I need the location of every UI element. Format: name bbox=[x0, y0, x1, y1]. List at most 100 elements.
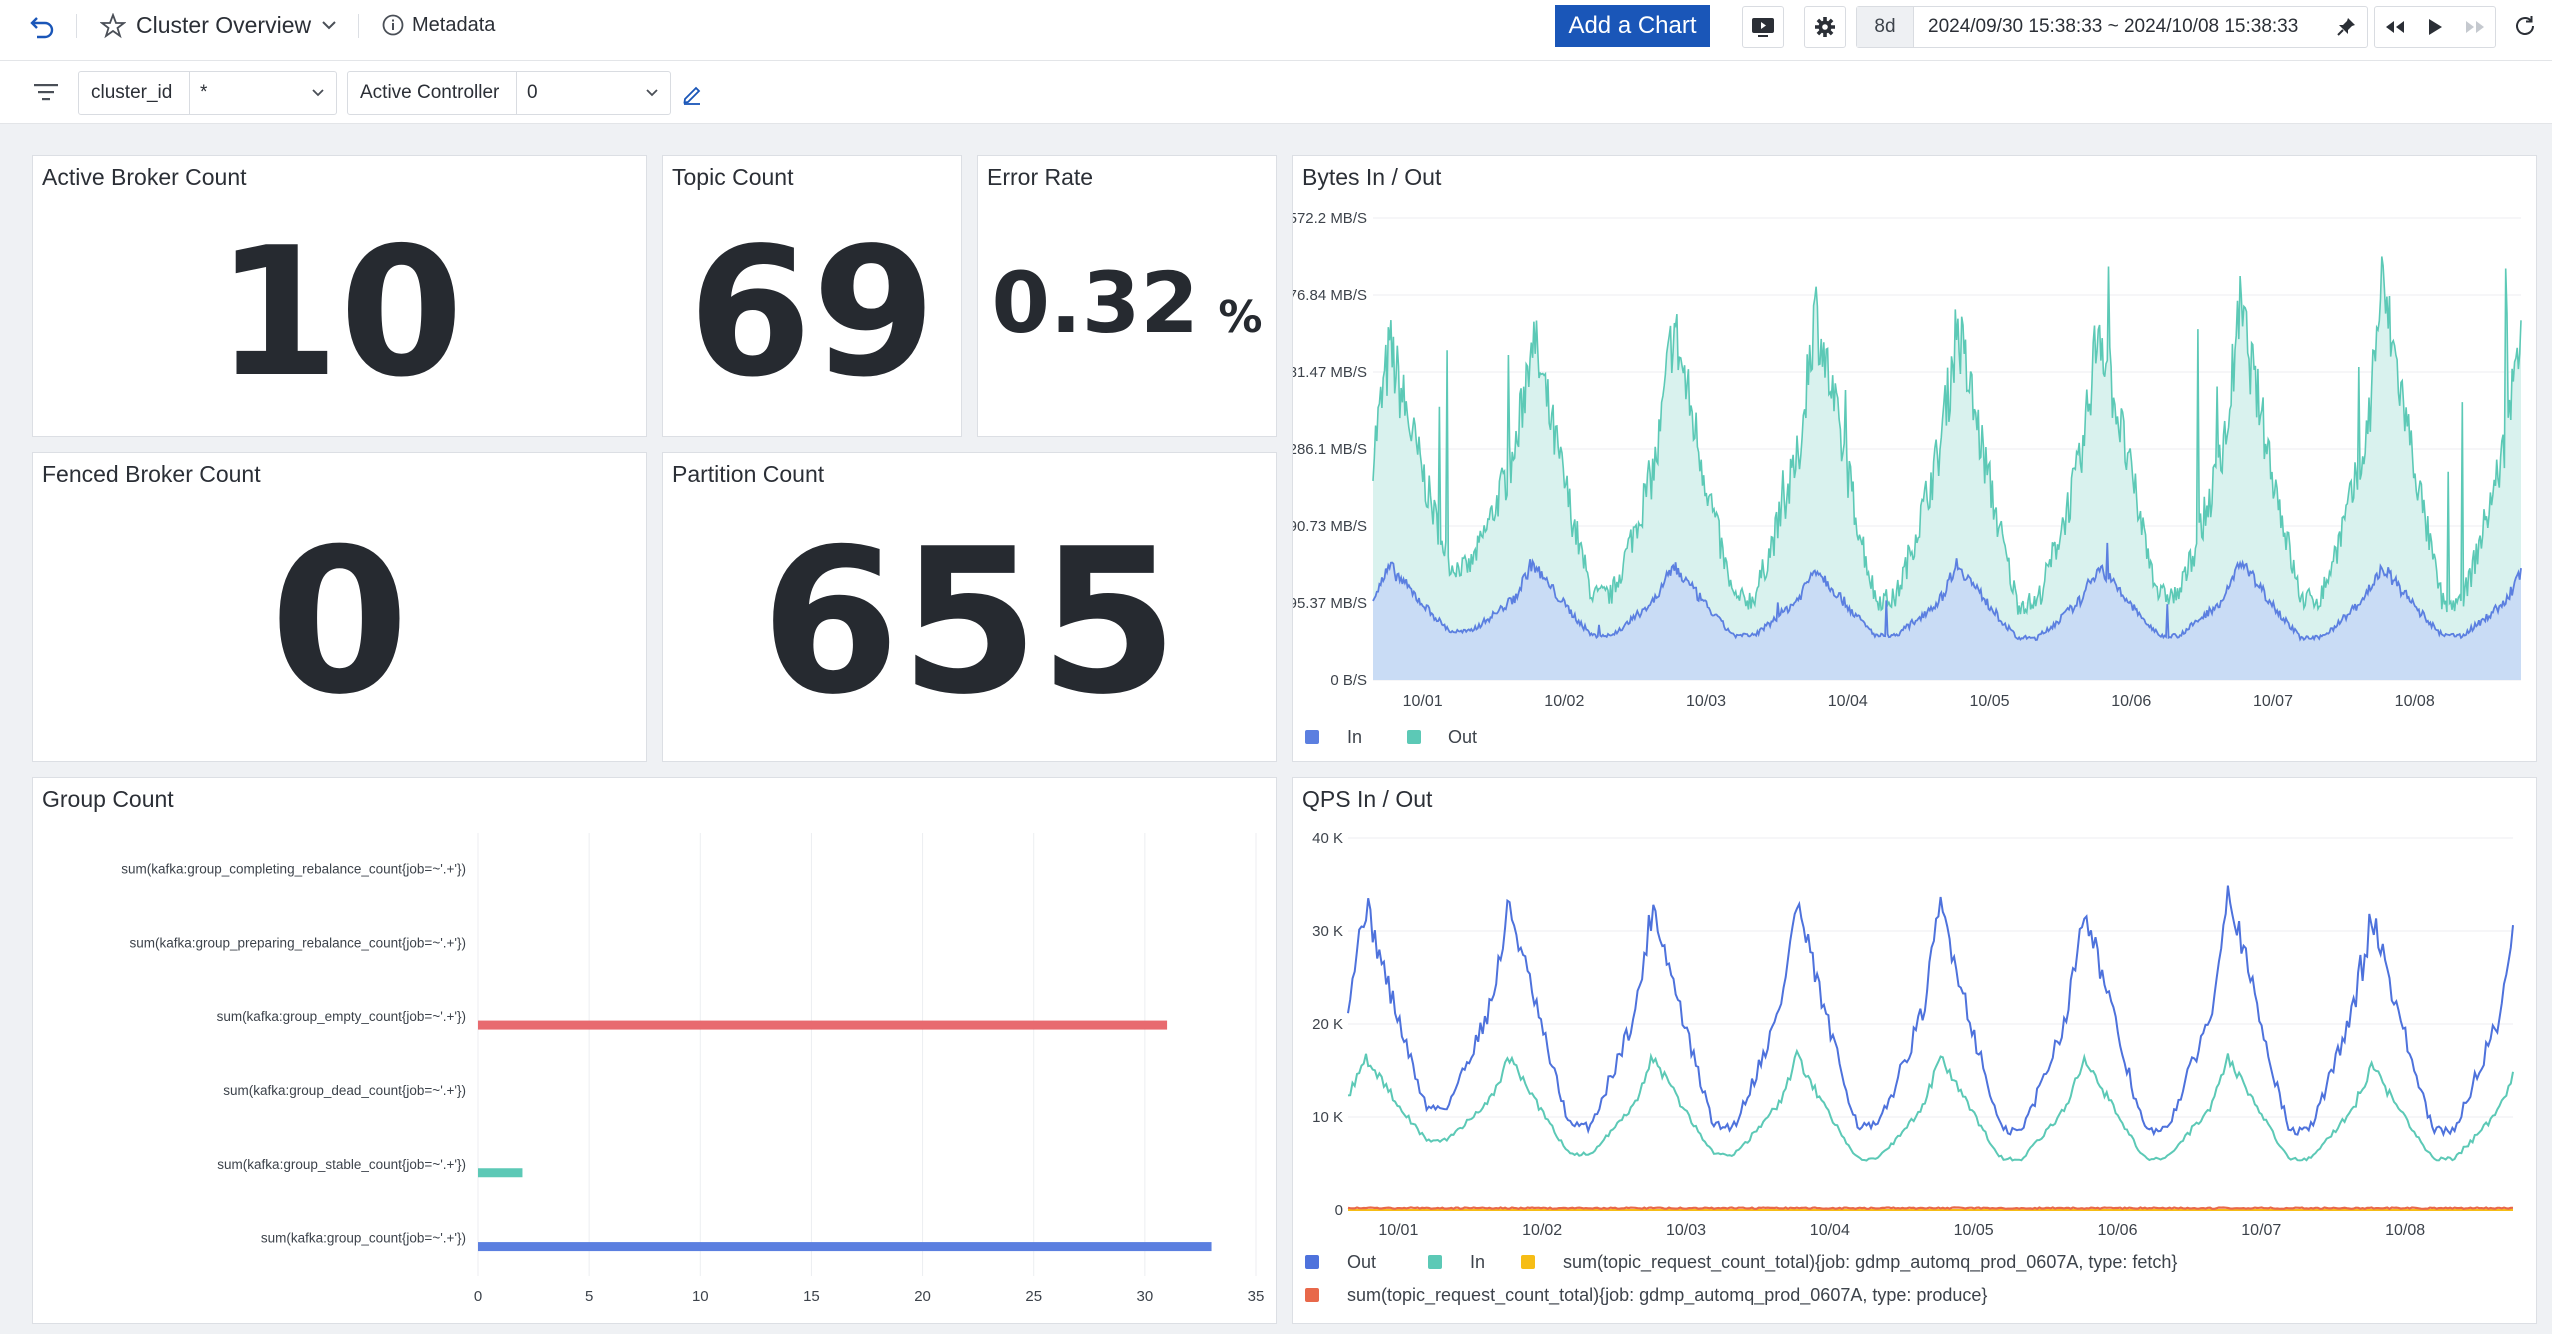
refresh-icon[interactable] bbox=[2512, 13, 2538, 39]
series-line-out bbox=[1347, 885, 2514, 1138]
filter-icon[interactable] bbox=[33, 81, 59, 108]
divider bbox=[358, 14, 359, 38]
x-tick-label: 10/03 bbox=[1666, 1222, 1706, 1239]
bar bbox=[478, 1020, 1168, 1030]
category-label: sum(kafka:group_dead_count{job=~'.+'}) bbox=[223, 1083, 466, 1098]
metadata-link[interactable]: Metadata bbox=[412, 14, 496, 36]
duration-label[interactable]: 8d bbox=[1857, 7, 1914, 47]
x-tick-label: 25 bbox=[1025, 1288, 1042, 1305]
x-tick-label: 10/05 bbox=[1954, 1222, 1994, 1239]
chevron-down-icon bbox=[312, 89, 324, 97]
legend-swatch bbox=[1305, 1288, 1319, 1302]
legend-swatch-in bbox=[1305, 730, 1319, 744]
x-tick-label: 10/06 bbox=[2111, 693, 2151, 710]
time-range-text[interactable]: 2024/09/30 15:38:33 ~ 2024/10/08 15:38:3… bbox=[1928, 16, 2299, 37]
y-tick-label: 30 K bbox=[1312, 923, 1343, 940]
x-tick-label: 10/06 bbox=[2097, 1222, 2137, 1239]
slideshow-icon bbox=[1752, 18, 1774, 37]
pin-icon[interactable] bbox=[2335, 16, 2357, 44]
gear-icon bbox=[1815, 17, 1835, 37]
dashboard-title[interactable]: Cluster Overview bbox=[136, 12, 312, 38]
y-tick-label: 0 bbox=[1335, 1202, 1343, 1219]
y-tick-label: 476.84 MB/S bbox=[1293, 287, 1367, 304]
rewind-icon[interactable] bbox=[2375, 7, 2415, 47]
group-count-chart: 0 5 10 15 20 25 30 35 sum(kafka:group_completing… bbox=[121, 833, 1265, 1305]
legend-label: In bbox=[1470, 1252, 1485, 1272]
error-rate-display: 0.32 % bbox=[978, 254, 1276, 352]
active-controller-select[interactable]: 0 bbox=[517, 72, 670, 114]
series-line-in bbox=[1372, 542, 2522, 642]
y-tick-label: 0 B/S bbox=[1330, 672, 1367, 689]
back-icon[interactable] bbox=[28, 12, 56, 40]
x-tick-label: 10/05 bbox=[1969, 693, 2009, 710]
y-tick-label: 381.47 MB/S bbox=[1293, 364, 1367, 381]
y-tick-label: 190.73 MB/S bbox=[1293, 518, 1367, 535]
category-label: sum(kafka:group_preparing_rebalance_coun… bbox=[129, 935, 466, 950]
bar bbox=[478, 1242, 1212, 1252]
y-tick-label: 95.37 MB/S bbox=[1293, 595, 1367, 612]
active-broker-count-panel: Active Broker Count 10 bbox=[32, 155, 647, 437]
top-toolbar: Cluster Overview Metadata Add a Chart 8d… bbox=[0, 0, 2552, 61]
group-count-panel: Group Count 0 5 10 15 20 25 30 35 sum(kafka:grou… bbox=[32, 777, 1277, 1324]
cluster-id-label: cluster_id bbox=[79, 72, 190, 114]
x-tick-label: 10/03 bbox=[1686, 693, 1726, 710]
panel-title: QPS In / Out bbox=[1302, 786, 1433, 812]
y-tick-label: 40 K bbox=[1312, 830, 1343, 847]
legend-label: sum(topic_request_count_total){job: gdmp… bbox=[1563, 1252, 2177, 1273]
panel-title: Bytes In / Out bbox=[1302, 164, 1442, 190]
legend-swatch bbox=[1428, 1255, 1442, 1269]
panel-title: Fenced Broker Count bbox=[42, 461, 261, 487]
legend-label-in: In bbox=[1347, 727, 1362, 747]
x-tick-label: 15 bbox=[803, 1288, 820, 1305]
panel-title: Topic Count bbox=[672, 164, 794, 190]
x-tick-label: 5 bbox=[585, 1288, 593, 1305]
stat-value: 0.32 bbox=[991, 254, 1199, 352]
bytes-chart: 0 B/S 95.37 MB/S 190.73 MB/S 286.1 MB/S 381.… bbox=[1293, 210, 2522, 747]
divider bbox=[76, 14, 77, 38]
fast-forward-icon[interactable] bbox=[2455, 7, 2495, 47]
category-label: sum(kafka:group_empty_count{job=~'.+'}) bbox=[217, 1009, 466, 1024]
cluster-id-select[interactable]: * bbox=[190, 72, 336, 114]
fenced-broker-count-panel: Fenced Broker Count 0 bbox=[32, 452, 647, 762]
x-tick-label: 10/08 bbox=[2385, 1222, 2425, 1239]
legend-swatch bbox=[1305, 1255, 1319, 1269]
legend-label-out: Out bbox=[1448, 727, 1477, 747]
stat-value: 10 bbox=[215, 209, 464, 416]
panel-title: Error Rate bbox=[987, 164, 1094, 190]
bar bbox=[478, 1168, 523, 1178]
active-controller-label: Active Controller bbox=[348, 72, 517, 114]
y-tick-label: 20 K bbox=[1312, 1016, 1343, 1033]
legend-label: sum(topic_request_count_total){job: gdmp… bbox=[1347, 1285, 1987, 1306]
stat-value: 655 bbox=[760, 506, 1179, 739]
x-tick-label: 10/01 bbox=[1403, 693, 1443, 710]
x-tick-label: 35 bbox=[1248, 1288, 1265, 1305]
active-controller-filter: Active Controller 0 bbox=[347, 71, 671, 115]
panel-title: Active Broker Count bbox=[42, 164, 247, 190]
add-chart-button[interactable]: Add a Chart bbox=[1555, 5, 1710, 47]
series-area-in bbox=[1373, 542, 2521, 680]
x-tick-label: 30 bbox=[1137, 1288, 1154, 1305]
x-tick-label: 10 bbox=[692, 1288, 709, 1305]
category-label: sum(kafka:group_count{job=~'.+'}) bbox=[261, 1231, 466, 1246]
x-tick-label: 10/08 bbox=[2395, 693, 2435, 710]
slideshow-button[interactable] bbox=[1742, 6, 1784, 48]
favorite-star-icon[interactable] bbox=[100, 13, 126, 39]
chevron-down-icon[interactable] bbox=[320, 16, 338, 34]
edit-icon[interactable] bbox=[681, 83, 703, 110]
partition-count-panel: Partition Count 655 bbox=[662, 452, 1277, 762]
x-tick-label: 20 bbox=[914, 1288, 931, 1305]
time-range-picker[interactable]: 8d 2024/09/30 15:38:33 ~ 2024/10/08 15:3… bbox=[1856, 6, 2368, 48]
stat-value: 0 bbox=[269, 506, 410, 739]
series-line-out bbox=[1372, 256, 2522, 616]
cluster-id-filter: cluster_id * bbox=[78, 71, 337, 115]
error-rate-panel: Error Rate 0.32 % bbox=[977, 155, 1277, 437]
y-tick-label: 10 K bbox=[1312, 1109, 1343, 1126]
play-icon[interactable] bbox=[2415, 7, 2455, 47]
x-tick-label: 10/01 bbox=[1378, 1222, 1418, 1239]
category-label: sum(kafka:group_stable_count{job=~'.+'}) bbox=[217, 1157, 466, 1172]
settings-button[interactable] bbox=[1804, 6, 1846, 48]
info-icon[interactable] bbox=[381, 13, 405, 37]
x-tick-label: 0 bbox=[474, 1288, 482, 1305]
panel-title: Partition Count bbox=[672, 461, 825, 487]
stat-unit: % bbox=[1218, 292, 1263, 343]
